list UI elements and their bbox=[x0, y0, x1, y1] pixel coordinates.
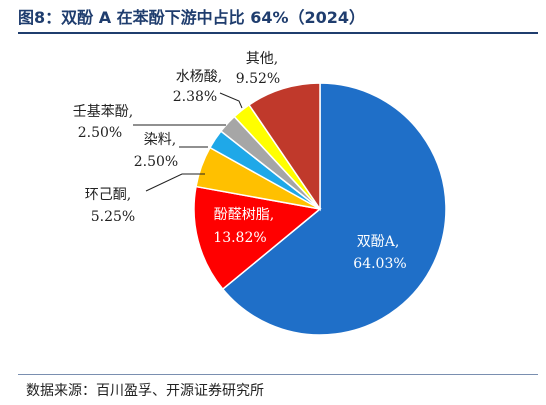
slice-name-label-6: 其他, bbox=[246, 51, 278, 67]
slice-value-label-0: 64.03% bbox=[353, 256, 406, 272]
slice-name-label-4: 壬基苯酚, bbox=[73, 103, 133, 120]
title-rule bbox=[18, 32, 538, 34]
slice-value-label-5: 2.38% bbox=[173, 89, 217, 105]
source-rule bbox=[18, 374, 538, 375]
leader-line-5 bbox=[219, 92, 243, 109]
chart-title: 图8：双酚 A 在苯酚下游中占比 64%（2024） bbox=[18, 8, 366, 27]
slice-name-label-0: 双酚A, bbox=[357, 234, 400, 250]
slice-name-label-5: 水杨酸, bbox=[176, 69, 222, 85]
source-note: 数据来源：百川盈孚、开源证券研究所 bbox=[26, 383, 264, 399]
slice-name-label-1: 酚醛树脂, bbox=[214, 207, 274, 223]
slice-value-label-2: 5.25% bbox=[91, 209, 135, 225]
slice-value-label-1: 13.82% bbox=[213, 230, 266, 246]
slice-value-label-6: 9.52% bbox=[236, 71, 280, 87]
slice-value-label-3: 2.50% bbox=[134, 154, 178, 170]
pie-slice-6 bbox=[248, 82, 321, 212]
slice-name-label-2: 环己酮, bbox=[85, 187, 131, 203]
pie-slice-0 bbox=[221, 82, 447, 336]
pie-slice-1 bbox=[193, 185, 322, 291]
leader-line-2 bbox=[145, 173, 205, 192]
slice-name-label-3: 染料, bbox=[144, 132, 176, 148]
pie-chart: 双酚A, 64.03% 酚醛树脂, 13.82% 环己酮, 5.25% 染料, 2.50% 壬基… bbox=[73, 51, 447, 336]
slice-value-label-4: 2.50% bbox=[78, 125, 122, 141]
